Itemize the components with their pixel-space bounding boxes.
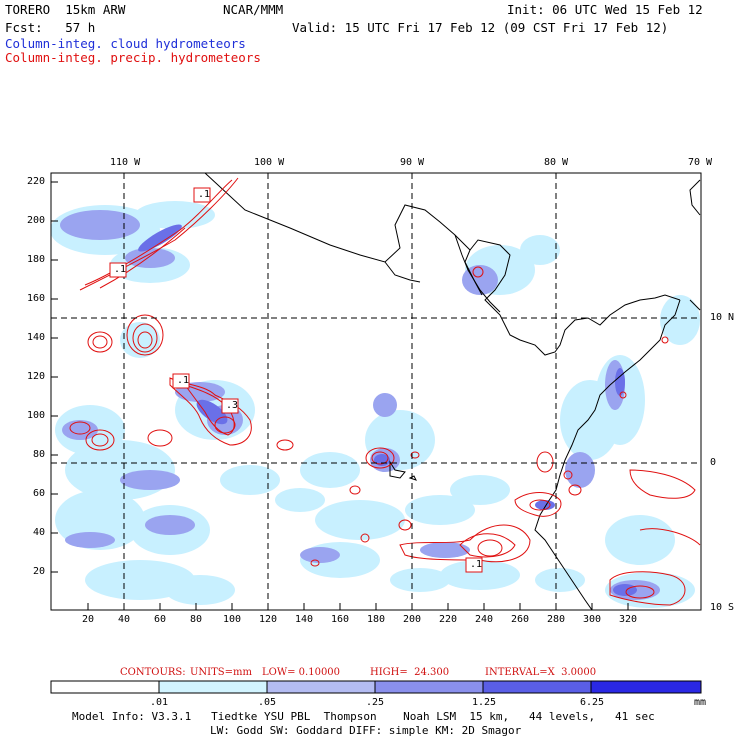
x-tick-label: 180: [367, 614, 386, 625]
y-tick-label: 100: [27, 410, 46, 421]
x-tick-label: 220: [439, 614, 458, 625]
precip-contours: [69, 177, 701, 606]
lon-label: 100 W: [254, 157, 285, 168]
y-tick-label: 160: [27, 293, 46, 304]
contours-units: UNITS=mm: [190, 667, 252, 678]
y-tick-label: 180: [27, 254, 46, 265]
x-tick-label: 280: [547, 614, 566, 625]
model-title: TORERO 15km ARW: [5, 2, 126, 17]
lon-label: 70 W: [688, 157, 713, 168]
init-time: Init: 06 UTC Wed 15 Feb 12: [507, 2, 703, 17]
x-tick-label: 260: [511, 614, 530, 625]
contours-high: HIGH= 24.300: [370, 667, 450, 678]
model-physics: LW: Godd SW: Goddard DIFF: simple KM: 2D…: [210, 724, 522, 737]
colorbar: [50, 680, 702, 694]
contours-title: CONTOURS:: [120, 667, 186, 678]
latlon-grid: [51, 173, 701, 610]
x-tick-label: 100: [223, 614, 242, 625]
y-tick-label: 80: [33, 449, 46, 460]
y-tick-label: 220: [27, 176, 46, 187]
lat-label: 10 N: [710, 312, 735, 323]
contour-label: .1: [114, 264, 127, 275]
lat-label: 0: [710, 457, 717, 468]
lon-label: 80 W: [544, 157, 569, 168]
model-info: Model Info: V3.3.1 Tiedtke YSU PBL Thomp…: [72, 710, 655, 723]
shading-layer: [51, 201, 700, 608]
org-label: NCAR/MMM: [223, 2, 284, 17]
x-tick-label: 40: [118, 614, 131, 625]
contour-label: .1: [470, 559, 483, 570]
x-tick-label: 20: [82, 614, 95, 625]
lon-label: 110 W: [110, 157, 141, 168]
colorbar-label: .05: [258, 697, 277, 708]
y-tick-label: 120: [27, 371, 46, 382]
contour-label: .1: [177, 375, 190, 386]
contour-label: .1: [198, 189, 211, 200]
x-tick-label: 120: [259, 614, 278, 625]
contours-low: LOW= 0.10000: [262, 667, 341, 678]
x-tick-label: 300: [583, 614, 602, 625]
lat-label: 10 S: [710, 602, 735, 613]
colorbar-label: .25: [366, 697, 385, 708]
y-tick-label: 20: [33, 566, 46, 577]
colorbar-unit: mm: [694, 697, 707, 708]
colorbar-label: .01: [150, 697, 169, 708]
x-tick-label: 200: [403, 614, 422, 625]
y-tick-label: 200: [27, 215, 46, 226]
y-tick-label: 140: [27, 332, 46, 343]
x-tick-label: 320: [619, 614, 638, 625]
axis-ticks: [51, 181, 629, 610]
colorbar-label: 6.25: [580, 697, 605, 708]
x-tick-label: 160: [331, 614, 350, 625]
x-tick-label: 140: [295, 614, 314, 625]
field-precip-label: Column-integ. precip. hydrometeors: [5, 50, 261, 65]
lon-label: 90 W: [400, 157, 425, 168]
forecast-hour: Fcst: 57 h: [5, 20, 96, 35]
coastline-layer: [204, 173, 701, 610]
y-tick-label: 40: [33, 527, 46, 538]
valid-time: Valid: 15 UTC Fri 17 Feb 12 (09 CST Fri …: [292, 20, 669, 35]
x-tick-label: 240: [475, 614, 494, 625]
colorbar-label: 1.25: [472, 697, 497, 708]
y-tick-label: 60: [33, 488, 46, 499]
contour-label: .3: [226, 400, 239, 411]
field-cloud-label: Column-integ. cloud hydrometeors: [5, 36, 246, 51]
x-tick-label: 60: [154, 614, 167, 625]
contour-label-boxes: [109, 187, 483, 573]
x-tick-label: 80: [190, 614, 203, 625]
contours-interval: INTERVAL=X 3.0000: [485, 667, 597, 678]
